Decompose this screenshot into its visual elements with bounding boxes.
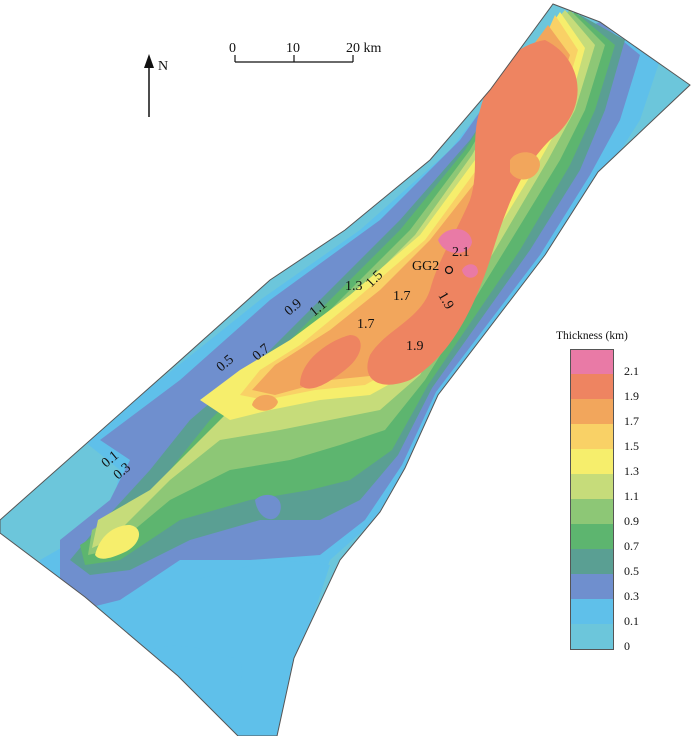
legend-entry: 1.3: [570, 449, 680, 478]
legend-swatch: [570, 399, 614, 424]
legend-label: 1.9: [624, 389, 639, 403]
zone-1-9-west: [300, 335, 361, 389]
scale-tick-label: 10: [286, 41, 300, 56]
legend-entry: 0.7: [570, 524, 680, 553]
legend-swatch: [570, 624, 614, 649]
legend-label: 0: [624, 639, 630, 653]
basin-outline: [0, 3, 691, 736]
legend-swatch: [570, 549, 614, 574]
legend-title: Thickness (km): [556, 330, 628, 342]
legend-entry: 0: [570, 624, 680, 653]
legend-swatch: [570, 474, 614, 499]
north-label: N: [158, 59, 168, 74]
north-arrow-icon: [144, 54, 154, 68]
legend-entry: 1.9: [570, 374, 680, 403]
legend-swatch: [570, 574, 614, 599]
zone-1-7-pocket: [252, 394, 278, 411]
legend-entry: 0.5: [570, 549, 680, 578]
zone-1-7-hollow: [510, 152, 540, 180]
legend-entry: 0.9: [570, 499, 680, 528]
scale-tick-label: 20 km: [346, 41, 382, 56]
zone-0-1-pocket: [111, 560, 330, 736]
legend-entry: 1.1: [570, 474, 680, 503]
legend-label: 0.1: [624, 614, 639, 628]
legend-label: 1.5: [624, 439, 639, 453]
legend-label: 1.7: [624, 414, 639, 428]
scale-tick-label: 0: [229, 41, 236, 56]
zone-2-1-b: [462, 264, 478, 278]
legend-label: 1.3: [624, 464, 639, 478]
contour-label: 1.3: [345, 279, 363, 294]
legend-entry: 1.7: [570, 399, 680, 428]
contour-label: 2.1: [452, 245, 470, 260]
legend-swatch: [570, 499, 614, 524]
legend-entry: 1.5: [570, 424, 680, 453]
contour-label: 1.7: [393, 289, 411, 304]
legend-label: 0.5: [624, 564, 639, 578]
legend-entry: 0.1: [570, 599, 680, 628]
legend-label: 2.1: [624, 364, 639, 378]
legend-label: 0.7: [624, 539, 639, 553]
legend-swatch: [570, 349, 614, 374]
zone-1-9: [367, 40, 578, 385]
scale-bar: 0 10 20 km: [229, 41, 382, 63]
contour-label: 1.7: [357, 317, 375, 332]
legend-swatch: [570, 449, 614, 474]
legend-frame: [570, 349, 614, 650]
contour-label: 1.9: [406, 339, 424, 354]
zone-0-3-blob: [255, 494, 281, 520]
legend-label: 0.3: [624, 589, 639, 603]
zone-2-1-a: [438, 228, 472, 253]
north-arrow: N: [144, 54, 168, 117]
legend-swatch: [570, 599, 614, 624]
legend-swatch: [570, 524, 614, 549]
legend-entry: 0.3: [570, 574, 680, 603]
well-label: GG2: [412, 259, 439, 274]
legend-swatch: [570, 424, 614, 449]
well-marker: [444, 265, 454, 275]
zone-1-3-pocket: [95, 525, 140, 559]
legend-entry: 2.1: [570, 349, 680, 378]
legend-label: 1.1: [624, 489, 639, 503]
legend-label: 0.9: [624, 514, 639, 528]
legend-swatch: [570, 374, 614, 399]
